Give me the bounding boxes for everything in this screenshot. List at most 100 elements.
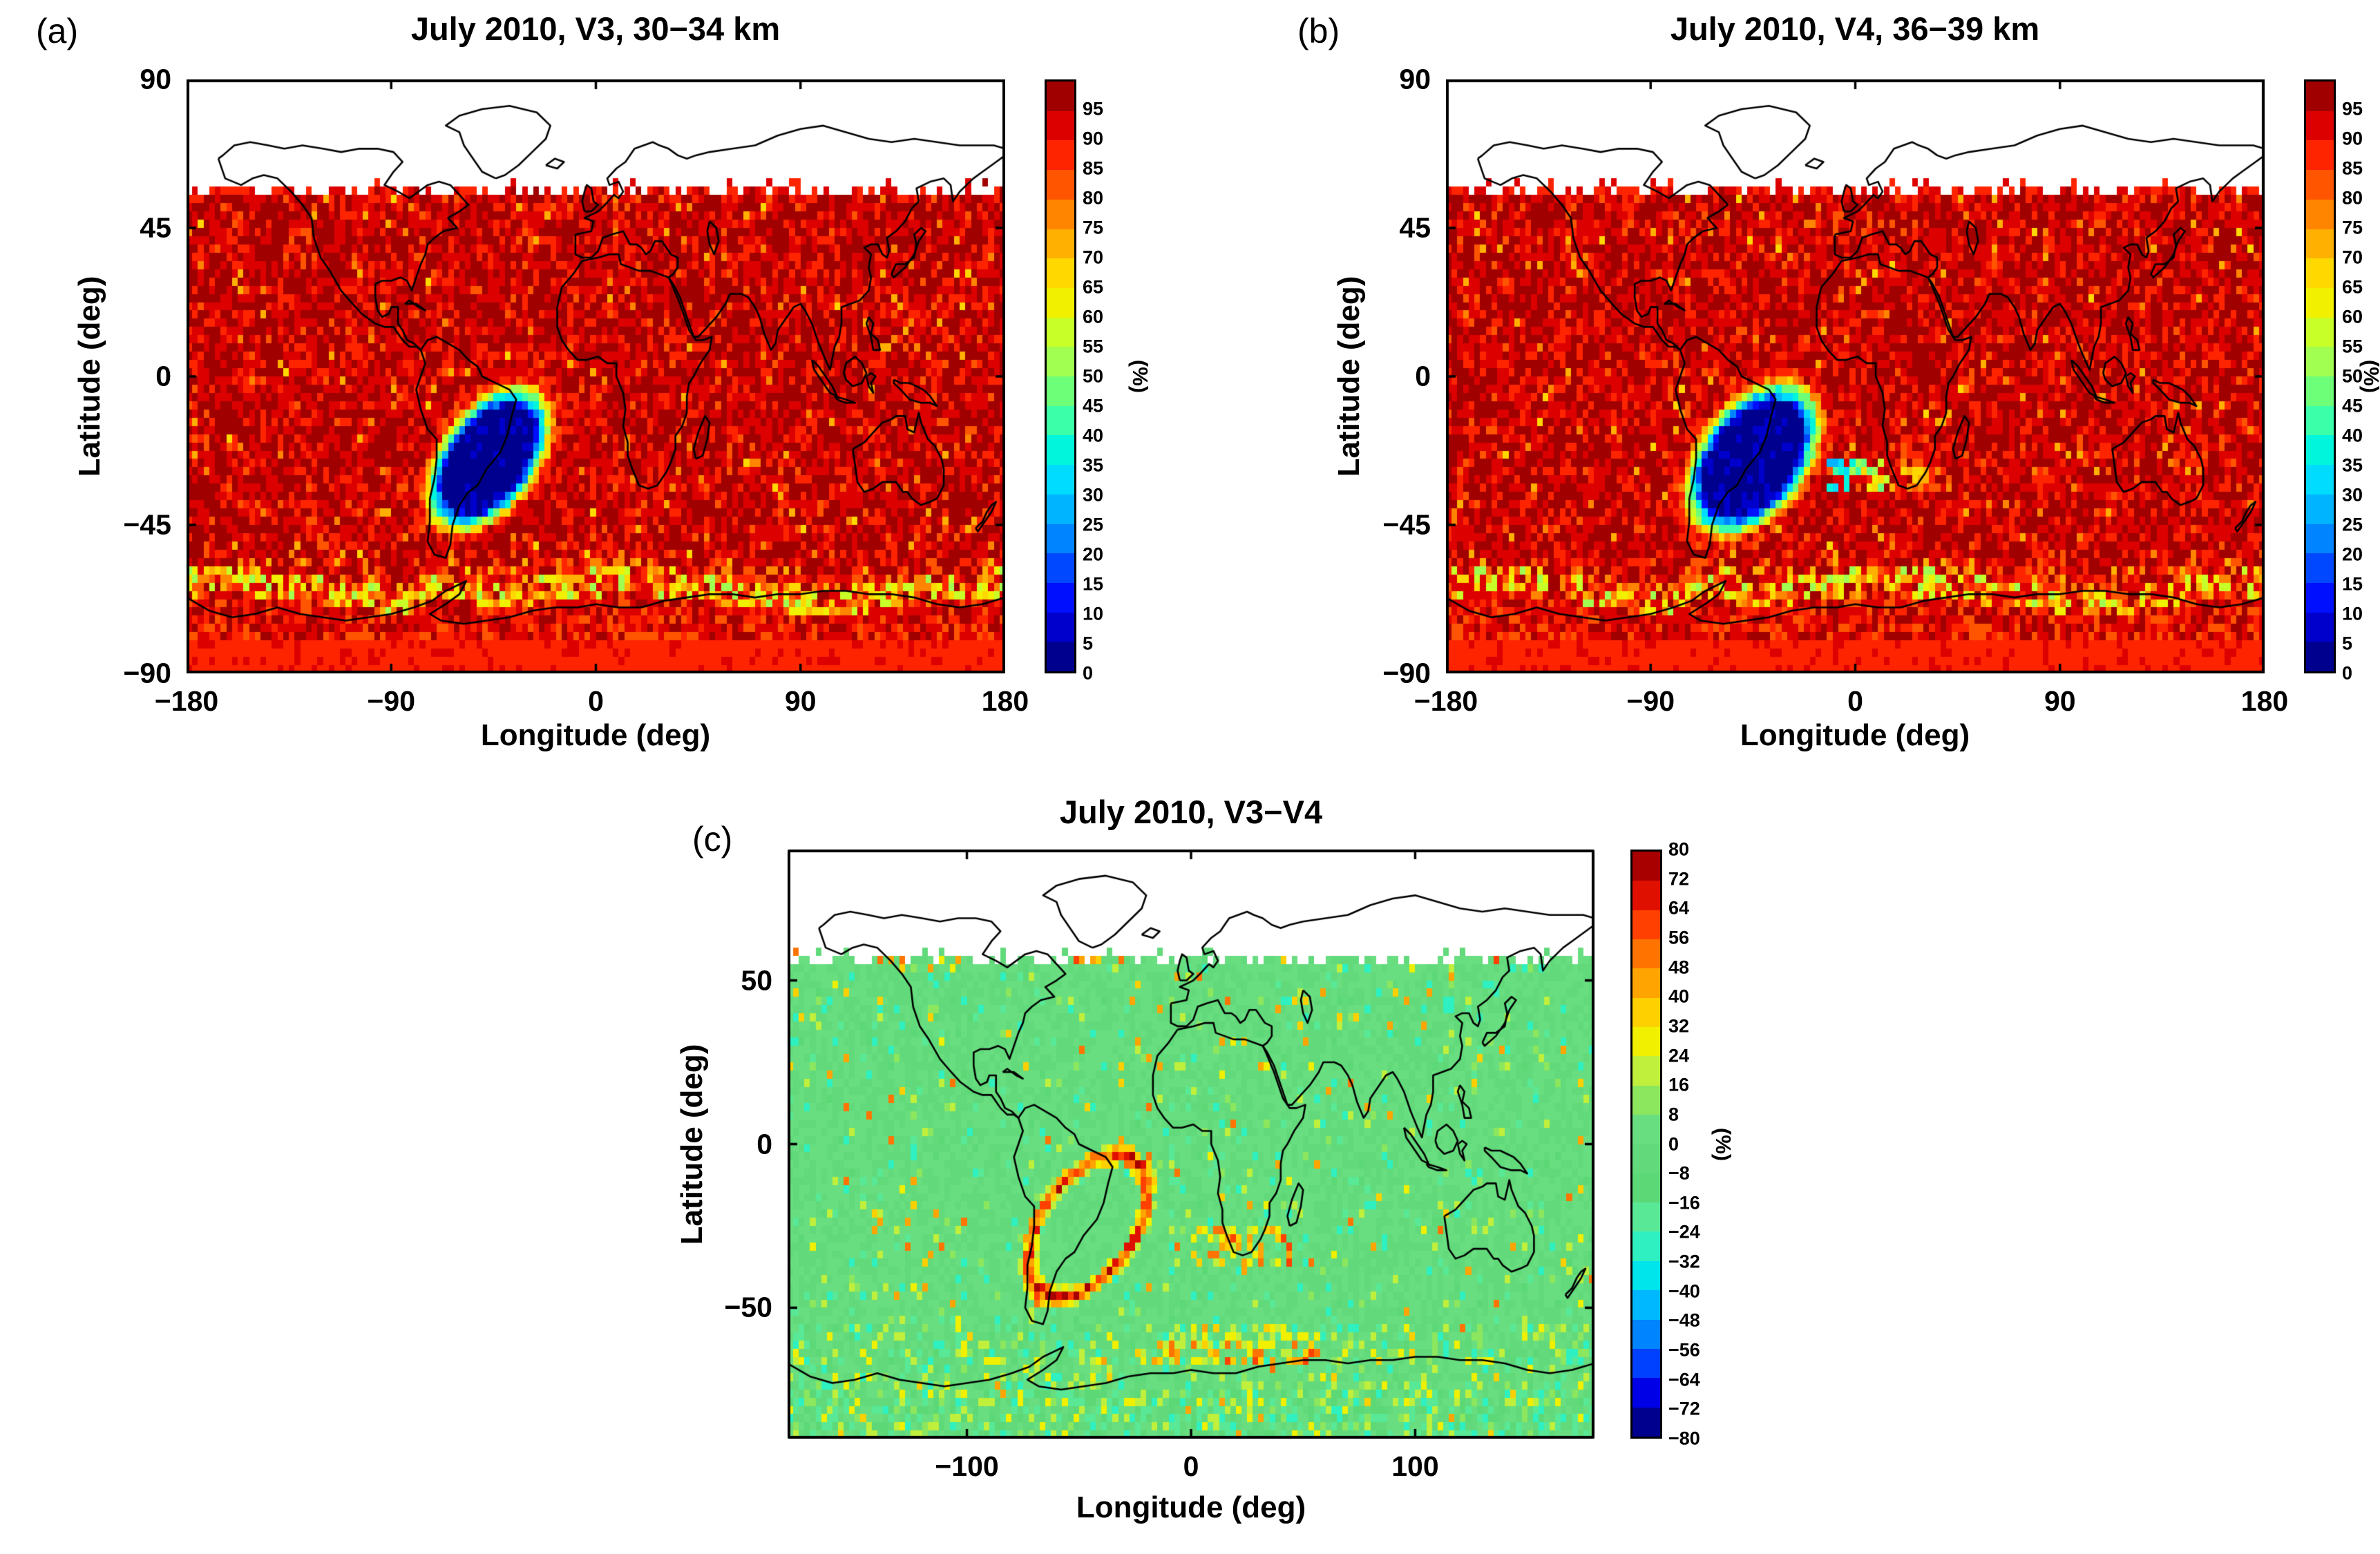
panel-c-y-tick: −50 bbox=[724, 1291, 772, 1323]
panel-a-colorbar-unit-label: (%) bbox=[1128, 359, 1152, 394]
panel-c-colorbar-tick: 56 bbox=[1668, 927, 1690, 948]
panel-b-colorbar-segment bbox=[2306, 140, 2334, 171]
panel-c-colorbar-segment bbox=[1632, 1144, 1660, 1173]
panel-c-colorbar-segment bbox=[1632, 881, 1660, 910]
panel-b-colorbar-tick: 90 bbox=[2342, 128, 2363, 149]
panel-c-colorbar-tick: −8 bbox=[1668, 1162, 1690, 1184]
panel-c-y-tick: 0 bbox=[756, 1128, 772, 1160]
panel-a-colorbar-segment bbox=[1047, 140, 1074, 171]
panel-a-colorbar-segment bbox=[1047, 376, 1074, 406]
panel-b-x-tick: −90 bbox=[1626, 685, 1675, 717]
panel-b-colorbar-tick: 75 bbox=[2342, 217, 2363, 238]
panel-c-corner-label: (c) bbox=[692, 820, 733, 858]
panel-a-x-tick: −180 bbox=[154, 685, 219, 717]
panel-a-colorbar-segment bbox=[1047, 81, 1074, 111]
panel-b-y-tick: −45 bbox=[1382, 508, 1431, 541]
panel-c-colorbar-segment bbox=[1632, 1378, 1660, 1408]
panel-b-colorbar-tick: 70 bbox=[2342, 247, 2363, 268]
panel-b-x-tick: −180 bbox=[1413, 685, 1478, 717]
panel-b-colorbar-segment bbox=[2306, 494, 2334, 524]
panel-c-colorbar-segment bbox=[1632, 852, 1660, 881]
panel-a-y-tick: −45 bbox=[123, 508, 171, 541]
panel-c-colorbar-segment bbox=[1632, 1290, 1660, 1320]
panel-b-y-tick: −90 bbox=[1382, 657, 1431, 689]
panel-c-x-tick: −100 bbox=[935, 1450, 999, 1482]
panel-a-x-axis-label: Longitude (deg) bbox=[480, 718, 711, 752]
panel-b-colorbar-segment bbox=[2306, 317, 2334, 347]
panel-b-y-tick: 45 bbox=[1399, 211, 1431, 244]
panel-b-colorbar-segment bbox=[2306, 287, 2334, 318]
panel-a-colorbar-tick: 25 bbox=[1083, 514, 1104, 535]
panel-b-colorbar-segment bbox=[2306, 347, 2334, 377]
panel-a-title: July 2010, V3, 30−34 km bbox=[410, 10, 781, 47]
panel-a-colorbar-tick: 55 bbox=[1083, 336, 1104, 357]
panel-b-colorbar-segment bbox=[2306, 229, 2334, 259]
panel-b-colorbar-segment bbox=[2306, 642, 2334, 672]
panel-a-colorbar-segment bbox=[1047, 287, 1074, 318]
panel-c-colorbar-tick: 0 bbox=[1668, 1133, 1679, 1154]
panel-b-x-tick: 0 bbox=[1847, 685, 1863, 717]
panel-a-x-tick: 90 bbox=[784, 685, 817, 717]
panel-a-colorbar-segment bbox=[1047, 347, 1074, 377]
panel-b-y-axis-label: Latitude (deg) bbox=[1332, 276, 1366, 477]
panel-a-colorbar-tick: 70 bbox=[1083, 247, 1104, 268]
panel-b-colorbar-segment bbox=[2306, 376, 2334, 406]
panel-a-x-tick: 0 bbox=[588, 685, 604, 717]
panel-c-colorbar-segment bbox=[1632, 1319, 1660, 1349]
panel-a-colorbar-tick: 35 bbox=[1083, 454, 1104, 476]
panel-c-y-axis-label: Latitude (deg) bbox=[675, 1044, 709, 1245]
panel-c-colorbar-segment bbox=[1632, 1056, 1660, 1086]
panel-a-colorbar-segment bbox=[1047, 111, 1074, 141]
panel-c-colorbar-segment bbox=[1632, 939, 1660, 969]
panel-c-y-tick: 50 bbox=[741, 964, 772, 997]
panel-b-colorbar-tick: 0 bbox=[2342, 662, 2353, 684]
panel-c-colorbar-tick: 16 bbox=[1668, 1074, 1690, 1095]
panel-b-colorbar-tick: 80 bbox=[2342, 187, 2363, 209]
panel-c-colorbar-unit-label: (%) bbox=[1711, 1127, 1735, 1161]
panel-a-colorbar-segment bbox=[1047, 642, 1074, 672]
panel-b-colorbar-segment bbox=[2306, 258, 2334, 288]
panel-c-x-axis-label: Longitude (deg) bbox=[1076, 1490, 1306, 1524]
panel-a-colorbar-segment bbox=[1047, 612, 1074, 642]
panel-c-colorbar-segment bbox=[1632, 1027, 1660, 1057]
panel-a-colorbar-tick: 15 bbox=[1083, 573, 1104, 595]
panel-b-colorbar-tick: 40 bbox=[2342, 425, 2363, 446]
panel-a-colorbar bbox=[1045, 79, 1076, 673]
panel-a-colorbar-tick: 60 bbox=[1083, 306, 1104, 327]
panel-a-colorbar-tick: 65 bbox=[1083, 276, 1104, 298]
panel-a-colorbar-tick: 10 bbox=[1083, 603, 1104, 624]
panel-c-colorbar-segment bbox=[1632, 1260, 1660, 1291]
panel-c-colorbar bbox=[1630, 850, 1662, 1439]
panel-a-colorbar-segment bbox=[1047, 553, 1074, 583]
panel-c-colorbar-tick: 80 bbox=[1668, 838, 1690, 860]
panel-a-colorbar-segment bbox=[1047, 229, 1074, 259]
panel-a-colorbar-segment bbox=[1047, 199, 1074, 229]
panel-c-title: July 2010, V3−V4 bbox=[1059, 794, 1323, 830]
panel-b-colorbar-tick: 20 bbox=[2342, 544, 2363, 565]
panel-b-colorbar-tick: 10 bbox=[2342, 603, 2363, 624]
panel-b-colorbar-tick: 30 bbox=[2342, 484, 2363, 506]
panel-a-colorbar-tick: 5 bbox=[1083, 633, 1094, 654]
panel-a-colorbar-tick: 85 bbox=[1083, 157, 1104, 179]
panel-c-colorbar-segment bbox=[1632, 1202, 1660, 1232]
panel-a-y-tick: 0 bbox=[155, 360, 171, 392]
panel-b-colorbar-segment bbox=[2306, 405, 2334, 436]
panel-b-colorbar-tick: 35 bbox=[2342, 454, 2363, 476]
panel-a-colorbar-segment bbox=[1047, 258, 1074, 288]
panel-a-y-axis-label: Latitude (deg) bbox=[73, 276, 106, 477]
panel-b-colorbar bbox=[2304, 79, 2336, 673]
panel-b-colorbar-tick: 60 bbox=[2342, 306, 2363, 327]
panel-c-map-canvas bbox=[788, 850, 1594, 1439]
panel-b-colorbar-tick: 45 bbox=[2342, 395, 2363, 416]
panel-a-colorbar-segment bbox=[1047, 494, 1074, 524]
panel-a-colorbar-tick: 75 bbox=[1083, 217, 1104, 238]
panel-a-colorbar-tick: 0 bbox=[1083, 662, 1094, 684]
panel-b-colorbar-tick: 25 bbox=[2342, 514, 2363, 535]
panel-b-colorbar-tick: 85 bbox=[2342, 157, 2363, 179]
panel-c-colorbar-tick: 64 bbox=[1668, 897, 1690, 919]
panel-a-map-canvas bbox=[187, 79, 1005, 673]
panel-a-colorbar-segment bbox=[1047, 524, 1074, 554]
panel-b-colorbar-segment bbox=[2306, 553, 2334, 583]
panel-b-map-canvas bbox=[1446, 79, 2265, 673]
panel-c-colorbar-tick: −40 bbox=[1668, 1280, 1700, 1302]
